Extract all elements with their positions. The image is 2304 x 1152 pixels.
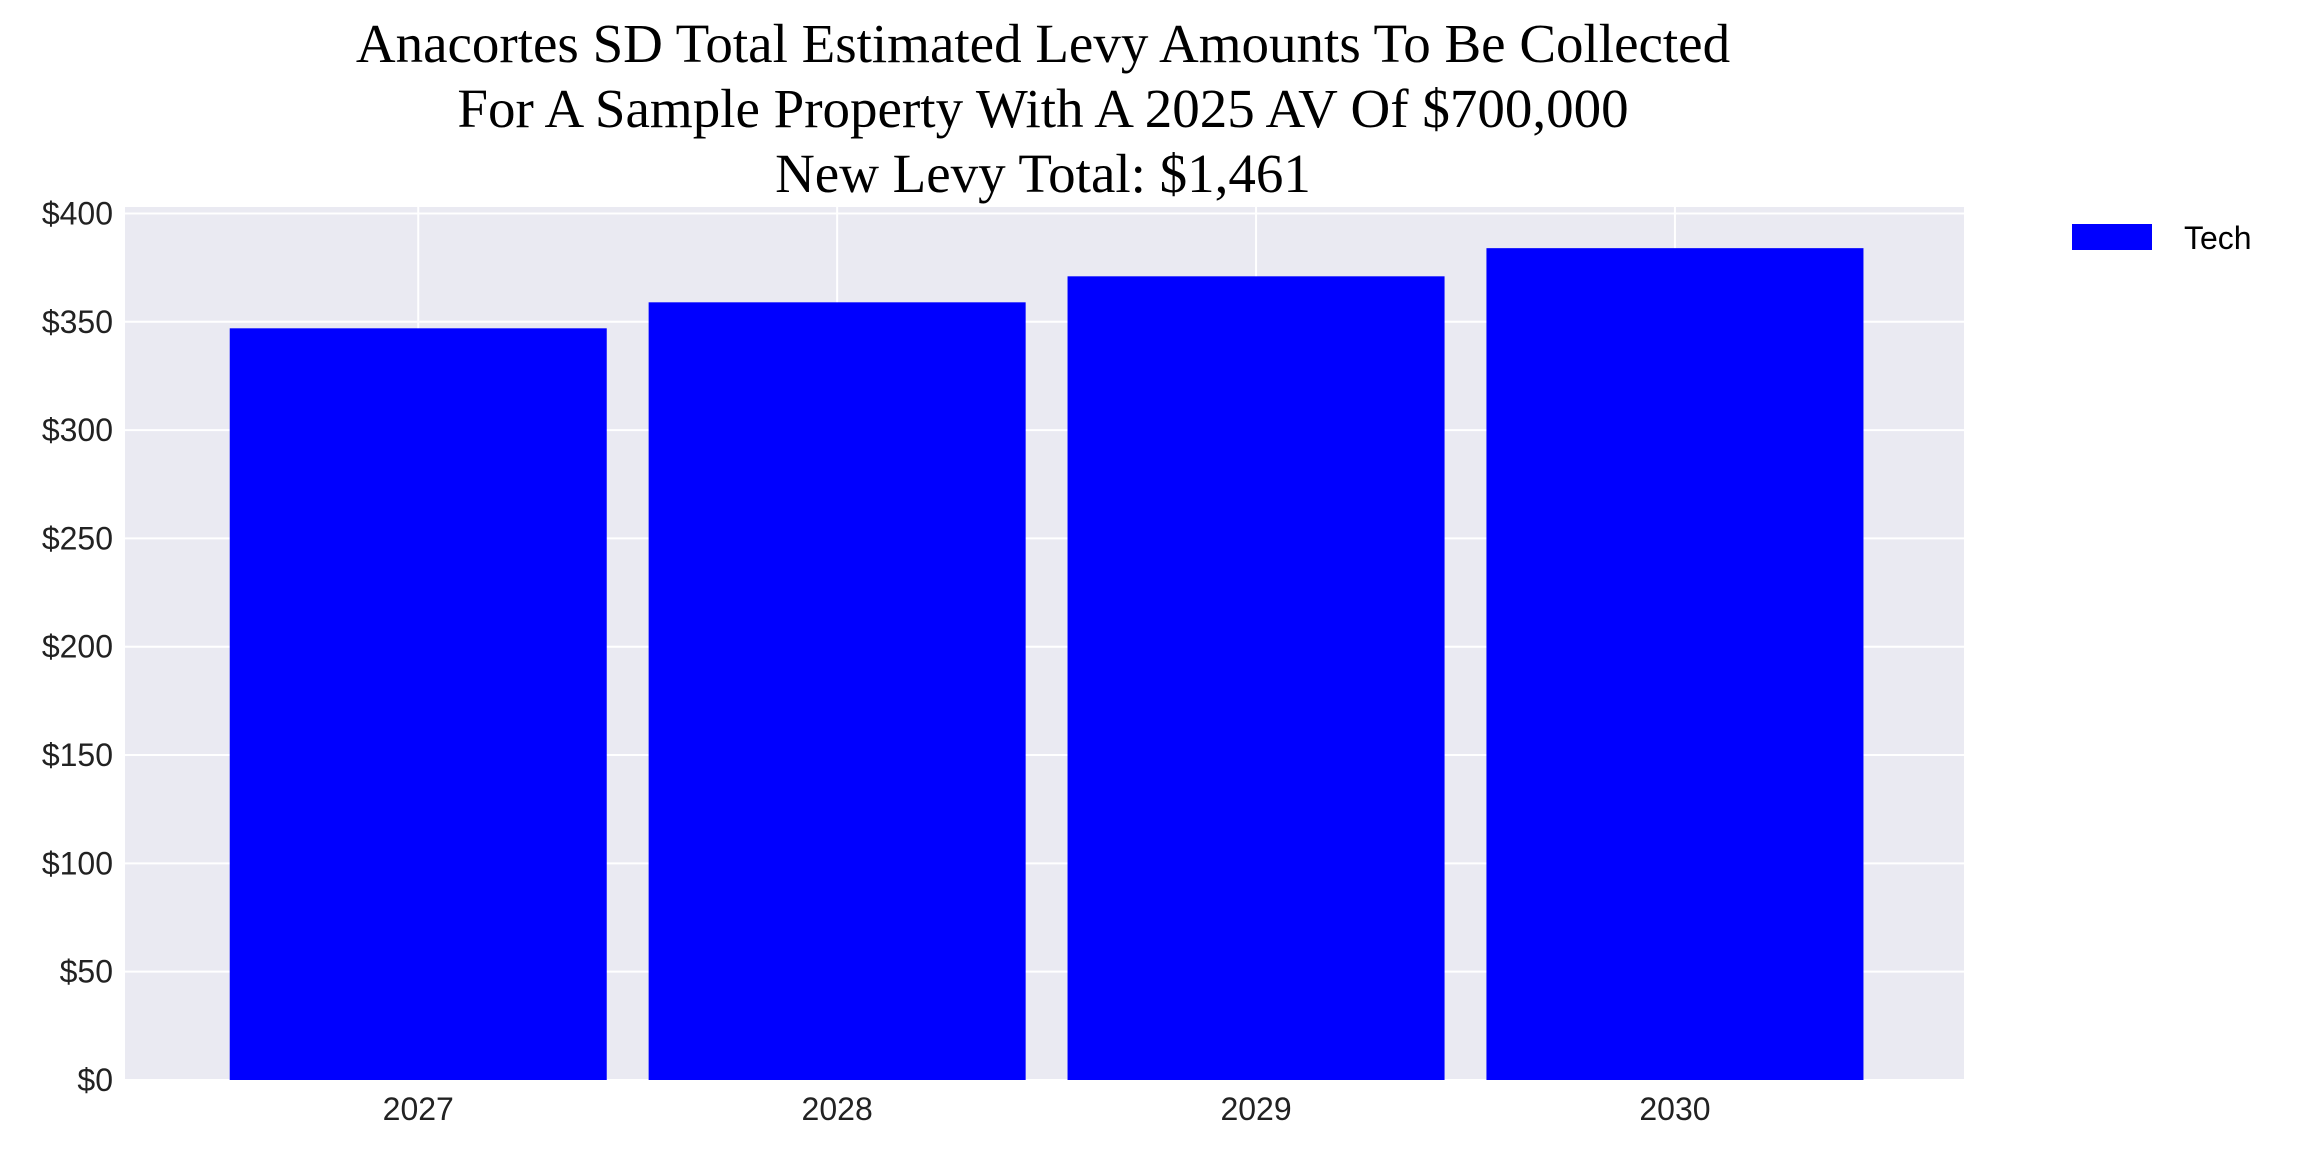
x-tick-label: 2028: [802, 1091, 873, 1127]
bar-2027: [229, 328, 607, 1080]
bar-2029: [1067, 276, 1445, 1081]
x-tick-label: 2029: [1220, 1091, 1291, 1127]
y-tick-label: $350: [42, 304, 113, 340]
bar-2028: [648, 302, 1026, 1080]
chart-title-line-2: For A Sample Property With A 2025 AV Of …: [457, 78, 1628, 139]
legend-swatch-tech: [2072, 224, 2152, 250]
y-tick-label: $400: [42, 195, 113, 231]
y-tick-label: $300: [42, 412, 113, 448]
x-tick-label: 2027: [383, 1091, 454, 1127]
y-tick-label: $0: [77, 1062, 113, 1098]
bar-2030: [1486, 248, 1864, 1080]
chart-title-line-1: Anacortes SD Total Estimated Levy Amount…: [356, 13, 1730, 74]
legend: Tech: [2072, 220, 2252, 256]
y-tick-label: $200: [42, 629, 113, 665]
y-tick-label: $150: [42, 737, 113, 773]
y-tick-label: $250: [42, 520, 113, 556]
y-tick-label: $100: [42, 845, 113, 881]
y-tick-label: $50: [60, 954, 113, 990]
chart-title-line-3: New Levy Total: $1,461: [775, 143, 1311, 204]
x-tick-label: 2030: [1639, 1091, 1710, 1127]
legend-label-tech: Tech: [2184, 220, 2252, 256]
